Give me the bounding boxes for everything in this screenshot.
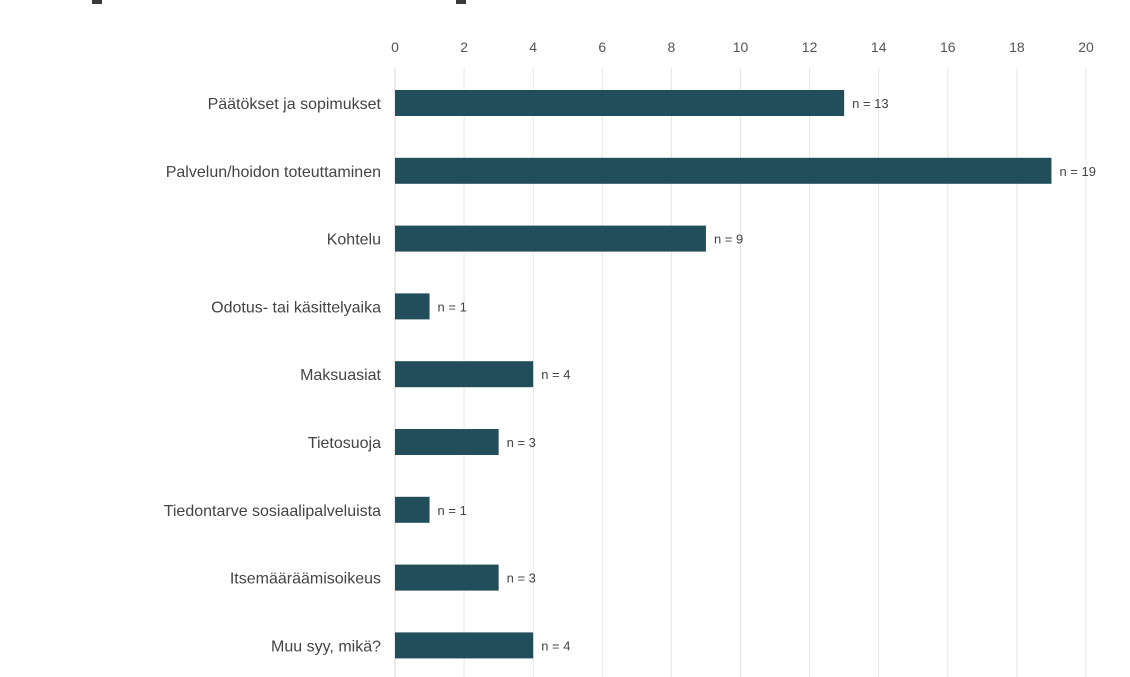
category-label-0: Päätökset ja sopimukset (208, 96, 382, 113)
category-label-8: Muu syy, mikä? (271, 638, 381, 655)
category-label-2: Kohtelu (327, 232, 381, 249)
category-labels: Päätökset ja sopimukset Palvelun/hoidon t… (164, 96, 382, 655)
x-tick-label-2: 2 (460, 39, 468, 55)
data-label-0: n = 13 (852, 96, 889, 111)
category-label-7: Itsemääräämisoikeus (230, 571, 381, 588)
bar-3 (395, 293, 430, 320)
x-tick-label-8: 8 (668, 39, 676, 55)
x-tick-label-18: 18 (1009, 39, 1025, 55)
data-label-5: n = 3 (507, 435, 536, 450)
category-label-3: Odotus- tai käsittelyaika (211, 299, 381, 316)
bar-4 (395, 361, 534, 388)
category-label-6: Tiedontarve sosiaalipalveluista (164, 503, 381, 520)
x-tick-label-16: 16 (940, 39, 956, 55)
bar-5 (395, 429, 499, 455)
category-label-5: Tietosuoja (308, 435, 381, 452)
data-label-1: n = 19 (1059, 164, 1096, 179)
bars (395, 90, 1052, 659)
x-tick-label-10: 10 (733, 39, 749, 55)
x-tick-label-4: 4 (529, 39, 537, 55)
x-tick-label-6: 6 (598, 39, 606, 55)
category-label-4: Maksuasiat (300, 367, 381, 384)
bar-0 (395, 90, 845, 116)
category-label-1: Palvelun/hoidon toteuttaminen (166, 164, 381, 181)
data-label-3: n = 1 (438, 299, 467, 314)
data-label-2: n = 9 (714, 232, 743, 247)
x-tick-label-14: 14 (871, 39, 887, 55)
x-axis-ticks: 0 2 4 6 8 10 12 14 16 18 20 (391, 39, 1094, 55)
bar-8 (395, 632, 534, 659)
x-tick-label-20: 20 (1078, 39, 1094, 55)
data-labels: n = 13 n = 19 n = 9 n = 1 n = 4 n = 3 n = 1 n =… (438, 96, 1096, 653)
bar-6 (395, 496, 430, 523)
x-tick-label-0: 0 (391, 39, 399, 55)
cropped-title-fragment-right (456, 0, 466, 4)
bar-7 (395, 564, 499, 591)
data-label-6: n = 1 (438, 503, 467, 518)
data-label-7: n = 3 (507, 571, 536, 586)
x-tick-label-12: 12 (802, 39, 818, 55)
bar-1 (395, 157, 1052, 184)
data-label-4: n = 4 (541, 367, 570, 382)
data-label-8: n = 4 (541, 638, 570, 653)
cropped-title-fragment-left (92, 0, 102, 4)
bar-2 (395, 225, 706, 252)
